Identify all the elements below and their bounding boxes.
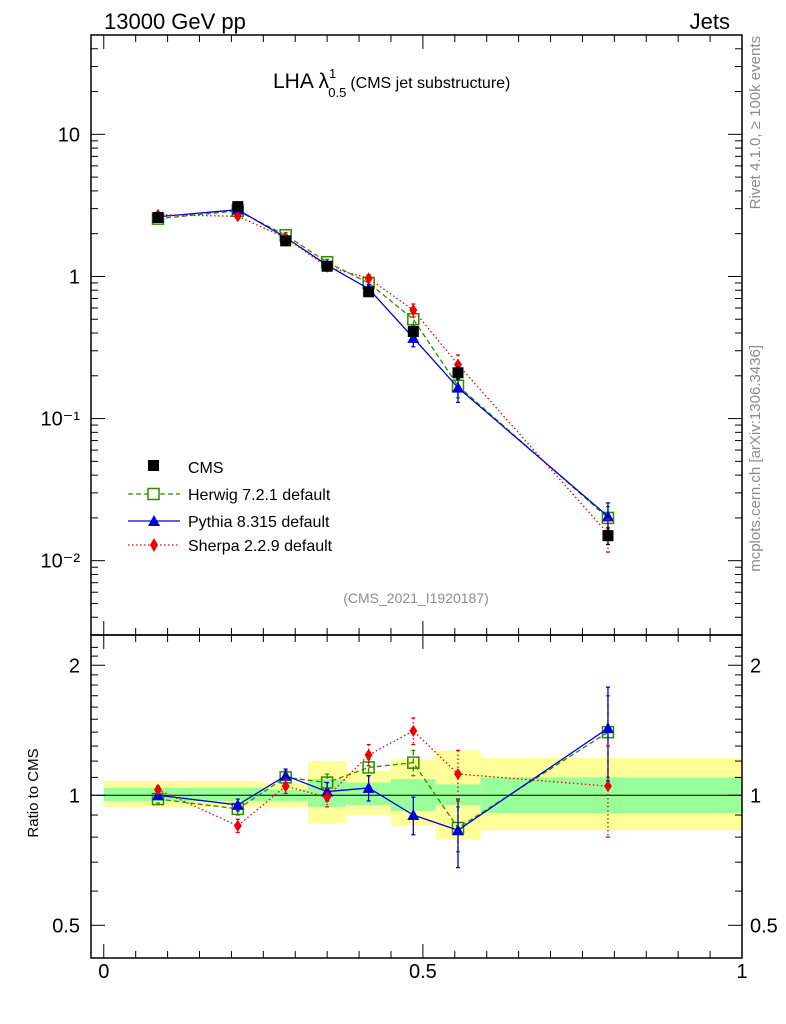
ratio-frame: [90, 634, 743, 959]
legend-marker-pythia: [148, 515, 160, 526]
legend-label-sherpa: Sherpa 2.2.9 default: [188, 538, 333, 555]
series-pythia: [152, 203, 614, 535]
marker-triangle: [451, 824, 464, 836]
main-plot: [151, 201, 615, 553]
rivet-label: Rivet 4.1.0, ≥ 100k events: [747, 36, 764, 209]
series-cms: [152, 201, 614, 546]
header-left: 13000 GeV pp: [104, 9, 246, 34]
series-line: [157, 727, 609, 831]
x-tick-label: 0: [98, 961, 109, 983]
legend-entry-herwig: Herwig 7.2.1 default: [128, 487, 331, 504]
legend-marker-cms: [148, 460, 159, 471]
legend-entry-pythia: Pythia 8.315 default: [128, 514, 330, 531]
marker-triangle: [601, 510, 614, 522]
marker-diamond: [409, 724, 418, 737]
marker-triangle: [407, 809, 420, 821]
series-herwig: [151, 204, 615, 533]
marker-diamond: [603, 780, 612, 793]
legend-label-pythia: Pythia 8.315 default: [188, 514, 330, 531]
legend-label-cms: CMS: [188, 460, 224, 477]
ratio-plot: [91, 686, 742, 869]
marker-diamond: [323, 791, 332, 804]
ratio-y-tick-label: 1: [69, 785, 80, 807]
marker-open-square: [407, 756, 420, 769]
marker-triangle: [451, 381, 464, 393]
legend-entry-sherpa: Sherpa 2.2.9 default: [128, 538, 333, 555]
legend-label-herwig: Herwig 7.2.1 default: [188, 487, 331, 504]
ratio-series-sherpa: [154, 717, 612, 838]
ratio-y-tick-label: 0.5: [52, 915, 80, 937]
marker-diamond: [233, 210, 242, 223]
ratio-y-tick-label-right: 2: [750, 655, 761, 677]
legend-marker-sherpa: [150, 538, 158, 552]
marker-square: [602, 530, 614, 542]
marker-square: [452, 367, 464, 379]
marker-triangle: [231, 798, 244, 810]
ratio-y-tick-label-right: 1: [750, 785, 761, 807]
marker-triangle: [279, 769, 292, 781]
legend-marker-herwig: [147, 487, 160, 501]
y-tick-label: 1: [69, 266, 80, 288]
marker-triangle: [601, 722, 614, 734]
series-line: [157, 210, 609, 519]
legend-entry-cms: CMS: [148, 460, 224, 477]
ratio-y-tick-label-right: 0.5: [750, 915, 778, 937]
x-tick-label: 1: [736, 961, 747, 983]
plot-frames: 10 1 10⁻¹ 10⁻² 2 2 1 1 0.5 0.5 0 0.5 1: [41, 34, 778, 983]
marker-diamond: [453, 768, 462, 781]
marker-diamond: [364, 748, 373, 761]
marker-square: [280, 235, 292, 247]
marker-square: [321, 260, 333, 272]
header-right: Jets: [690, 9, 730, 34]
series-line: [158, 214, 609, 535]
marker-triangle: [362, 781, 375, 793]
marker-diamond: [233, 819, 242, 832]
marker-square: [232, 201, 244, 213]
marker-diamond: [364, 272, 373, 285]
series-line: [157, 209, 609, 517]
marker-square: [407, 325, 419, 337]
series-line: [157, 731, 609, 829]
marker-triangle: [407, 331, 420, 343]
ratio-ylabel: Ratio to CMS: [25, 748, 42, 837]
marker-diamond: [409, 304, 418, 317]
y-tick-label: 10⁻¹: [41, 409, 81, 431]
plot-title: LHA λ1 0.5(CMS jet substructure): [273, 66, 510, 100]
marker-diamond: [281, 780, 290, 793]
y-tick-label: 10⁻²: [41, 551, 81, 573]
marker-square: [363, 286, 375, 298]
legend: CMS Herwig 7.2.1 default Pythia 8.315 de…: [128, 460, 333, 555]
analysis-label: (CMS_2021_I1920187): [343, 590, 489, 606]
ratio-y-tick-label: 2: [69, 655, 80, 677]
mcplots-label: mcplots.cern.ch [arXiv:1306.3436]: [747, 345, 764, 572]
y-tick-label: 10: [58, 124, 80, 146]
marker-square: [152, 211, 164, 223]
marker-diamond: [154, 783, 163, 796]
stat-uncertainty-band: [103, 787, 264, 801]
x-tick-label: 0.5: [409, 961, 437, 983]
